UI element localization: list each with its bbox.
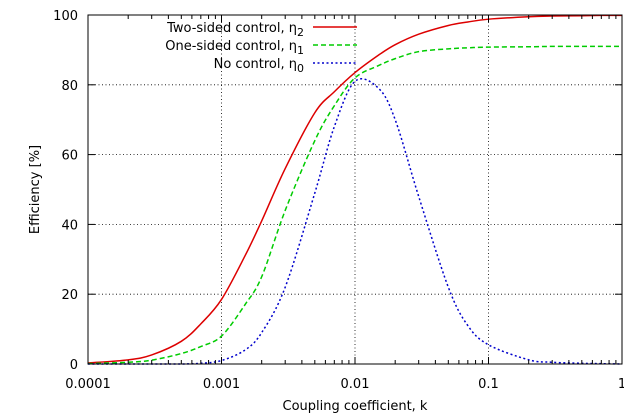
legend-label-eta0: No control, η0 bbox=[214, 57, 304, 75]
x-axis-title: Coupling coefficient, k bbox=[283, 399, 428, 414]
plot-frame bbox=[87, 14, 623, 365]
x-tick-label: 0.01 bbox=[341, 377, 370, 392]
x-tick-label: 0.001 bbox=[203, 377, 240, 392]
legend-subscript: 2 bbox=[297, 26, 304, 39]
x-tick-label: 1 bbox=[618, 377, 624, 392]
series-line-eta2 bbox=[87, 14, 623, 364]
y-tick-label: 60 bbox=[61, 149, 78, 164]
legend-label-eta2: Two-sided control, η2 bbox=[166, 21, 304, 39]
legend-subscript: 0 bbox=[297, 62, 304, 75]
y-axis-title: Efficiency [%] bbox=[28, 145, 43, 234]
y-tick-label: 40 bbox=[61, 218, 78, 233]
y-tick-label: 0 bbox=[70, 358, 78, 373]
series-line-eta1 bbox=[87, 45, 622, 365]
x-tick-label: 0.1 bbox=[478, 377, 499, 392]
grid-layer bbox=[88, 15, 622, 364]
series-line-eta0 bbox=[88, 78, 623, 365]
legend-label-eta1: One-sided control, η1 bbox=[165, 39, 304, 57]
y-tick-label: 80 bbox=[61, 79, 78, 94]
y-tick-label: 20 bbox=[61, 288, 78, 303]
x-tick-label: 0.0001 bbox=[65, 377, 111, 392]
y-tick-label: 100 bbox=[53, 9, 78, 24]
legend-subscript: 1 bbox=[297, 44, 304, 57]
